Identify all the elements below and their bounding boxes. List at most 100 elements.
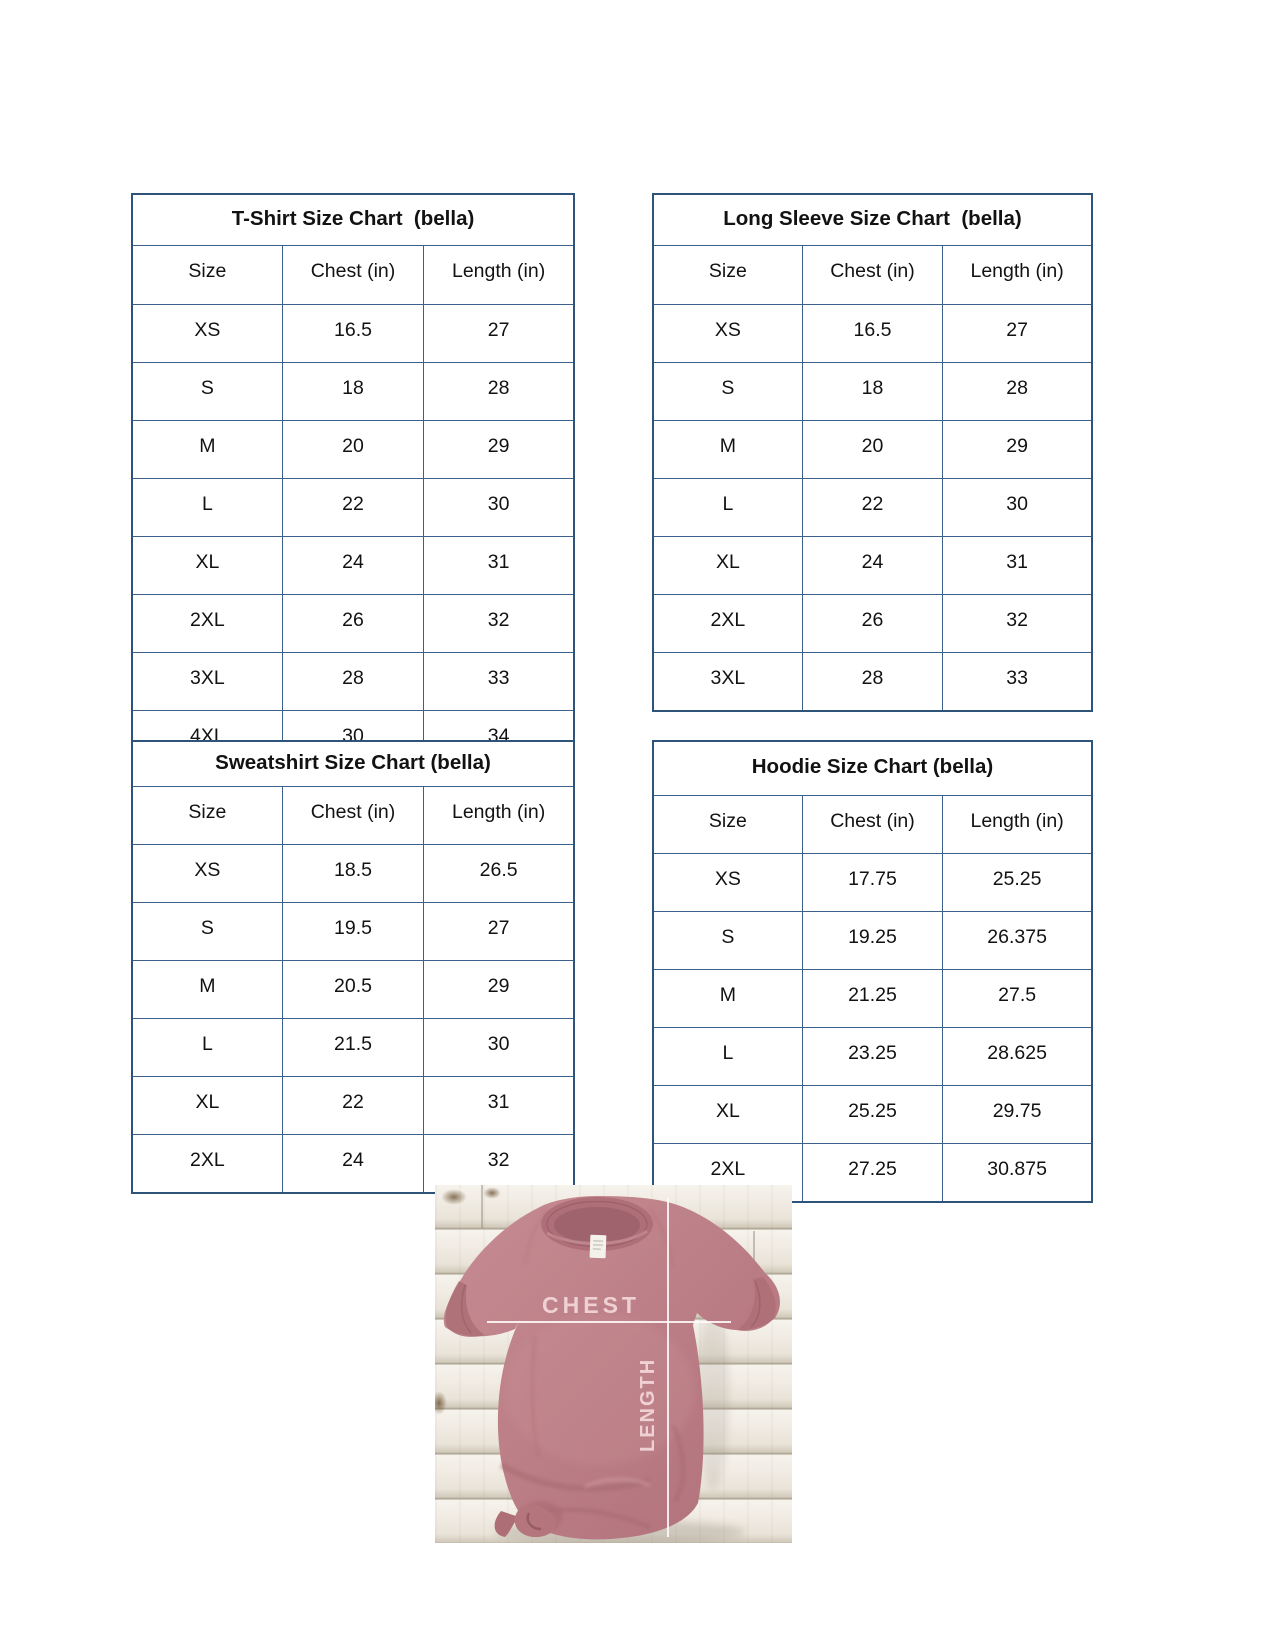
length-cell: 31 bbox=[423, 1076, 575, 1135]
chest-cell: 21.5 bbox=[281, 1018, 425, 1077]
data-row: XL 24 31 bbox=[131, 536, 575, 595]
chest-cell: 22 bbox=[281, 1076, 425, 1135]
length-cell: 31 bbox=[942, 536, 1093, 595]
length-cell: 26.375 bbox=[942, 911, 1093, 970]
size-cell: XL bbox=[131, 1076, 283, 1135]
data-row: 2XL 24 32 bbox=[131, 1134, 575, 1194]
length-cell: 27 bbox=[942, 304, 1093, 363]
length-cell: 27 bbox=[423, 902, 575, 961]
longsleeve-table-grid: Long Sleeve Size Chart (bella) Size Chest … bbox=[652, 193, 1093, 712]
length-cell: 28 bbox=[942, 362, 1093, 421]
chest-cell: 16.5 bbox=[281, 304, 425, 363]
data-row: M 20.5 29 bbox=[131, 960, 575, 1019]
data-row: M 21.25 27.5 bbox=[652, 969, 1093, 1028]
column-header: Chest (in) bbox=[801, 245, 944, 305]
length-cell: 29 bbox=[423, 420, 575, 479]
size-cell: XL bbox=[652, 1085, 803, 1144]
data-row: S 18 28 bbox=[652, 362, 1093, 421]
size-cell: 2XL bbox=[131, 1134, 283, 1194]
size-cell: S bbox=[652, 362, 803, 421]
size-cell: XS bbox=[131, 844, 283, 903]
data-row: 2XL 26 32 bbox=[652, 594, 1093, 653]
chest-cell: 20 bbox=[281, 420, 425, 479]
size-cell: S bbox=[131, 902, 283, 961]
column-header: Size bbox=[131, 245, 283, 305]
sweatshirt-size-chart-table: Sweatshirt Size Chart (bella) Size Chest (… bbox=[131, 740, 575, 1194]
length-cell: 32 bbox=[942, 594, 1093, 653]
title-row: T-Shirt Size Chart (bella) bbox=[131, 193, 575, 246]
wood-knot bbox=[483, 1187, 501, 1199]
data-row: XS 17.75 25.25 bbox=[652, 853, 1093, 912]
wood-knot bbox=[441, 1189, 467, 1205]
length-cell: 32 bbox=[423, 1134, 575, 1194]
tshirt-size-chart-table: T-Shirt Size Chart (bella) Size Chest (in)… bbox=[131, 193, 575, 770]
hoodie-size-chart-table: Hoodie Size Chart (bella) Size Chest (in) L… bbox=[652, 740, 1093, 1203]
chest-cell: 20.5 bbox=[281, 960, 425, 1019]
title-row: Hoodie Size Chart (bella) bbox=[652, 740, 1093, 796]
size-cell: 3XL bbox=[131, 652, 283, 711]
chest-cell: 22 bbox=[281, 478, 425, 537]
header-row: Size Chest (in) Length (in) bbox=[131, 786, 575, 845]
chest-cell: 18.5 bbox=[281, 844, 425, 903]
size-cell: 2XL bbox=[652, 594, 803, 653]
chest-cell: 24 bbox=[281, 1134, 425, 1194]
length-cell: 25.25 bbox=[942, 853, 1093, 912]
size-cell: L bbox=[652, 1027, 803, 1086]
header-row: Size Chest (in) Length (in) bbox=[131, 245, 575, 305]
chest-cell: 25.25 bbox=[801, 1085, 944, 1144]
length-cell: 27.5 bbox=[942, 969, 1093, 1028]
column-header: Chest (in) bbox=[281, 245, 425, 305]
length-cell: 33 bbox=[423, 652, 575, 711]
data-row: M 20 29 bbox=[131, 420, 575, 479]
size-cell: M bbox=[131, 420, 283, 479]
data-row: XS 16.5 27 bbox=[131, 304, 575, 363]
size-cell: M bbox=[652, 420, 803, 479]
chest-cell: 16.5 bbox=[801, 304, 944, 363]
length-cell: 28.625 bbox=[942, 1027, 1093, 1086]
column-header: Chest (in) bbox=[801, 795, 944, 854]
chest-cell: 18 bbox=[281, 362, 425, 421]
wood-crack bbox=[481, 1185, 483, 1228]
table-title: T-Shirt Size Chart (bella) bbox=[131, 193, 575, 246]
length-cell: 29 bbox=[942, 420, 1093, 479]
tshirt-table-grid: T-Shirt Size Chart (bella) Size Chest (in)… bbox=[131, 193, 575, 770]
column-header: Size bbox=[652, 795, 803, 854]
data-row: 2XL 26 32 bbox=[131, 594, 575, 653]
data-row: S 18 28 bbox=[131, 362, 575, 421]
tshirt-graphic bbox=[443, 1196, 780, 1543]
length-cell: 30 bbox=[942, 478, 1093, 537]
table-title: Hoodie Size Chart (bella) bbox=[652, 740, 1093, 796]
chest-cell: 26 bbox=[281, 594, 425, 653]
size-cell: L bbox=[652, 478, 803, 537]
length-cell: 28 bbox=[423, 362, 575, 421]
size-cell: S bbox=[652, 911, 803, 970]
chest-cell: 18 bbox=[801, 362, 944, 421]
data-row: XL 24 31 bbox=[652, 536, 1093, 595]
data-row: XL 22 31 bbox=[131, 1076, 575, 1135]
size-cell: XS bbox=[652, 853, 803, 912]
length-label: LENGTH bbox=[637, 1357, 659, 1452]
size-cell: XL bbox=[131, 536, 283, 595]
column-header: Length (in) bbox=[942, 795, 1093, 854]
column-header: Size bbox=[131, 786, 283, 845]
long-sleeve-size-chart-table: Long Sleeve Size Chart (bella) Size Chest … bbox=[652, 193, 1093, 712]
hoodie-table-grid: Hoodie Size Chart (bella) Size Chest (in) L… bbox=[652, 740, 1093, 1203]
data-row: 2XL 27.25 30.875 bbox=[652, 1143, 1093, 1203]
chest-cell: 19.5 bbox=[281, 902, 425, 961]
chest-cell: 21.25 bbox=[801, 969, 944, 1028]
chest-cell: 22 bbox=[801, 478, 944, 537]
column-header: Chest (in) bbox=[281, 786, 425, 845]
size-cell: M bbox=[131, 960, 283, 1019]
tshirt-measurement-photo: CHEST LENGTH bbox=[435, 1185, 792, 1543]
size-cell: M bbox=[652, 969, 803, 1028]
chest-cell: 24 bbox=[281, 536, 425, 595]
chest-cell: 17.75 bbox=[801, 853, 944, 912]
chest-cell: 23.25 bbox=[801, 1027, 944, 1086]
length-cell: 30.875 bbox=[942, 1143, 1093, 1203]
size-cell: 2XL bbox=[131, 594, 283, 653]
data-row: XL 25.25 29.75 bbox=[652, 1085, 1093, 1144]
data-row: S 19.25 26.375 bbox=[652, 911, 1093, 970]
length-cell: 29 bbox=[423, 960, 575, 1019]
table-title: Long Sleeve Size Chart (bella) bbox=[652, 193, 1093, 246]
